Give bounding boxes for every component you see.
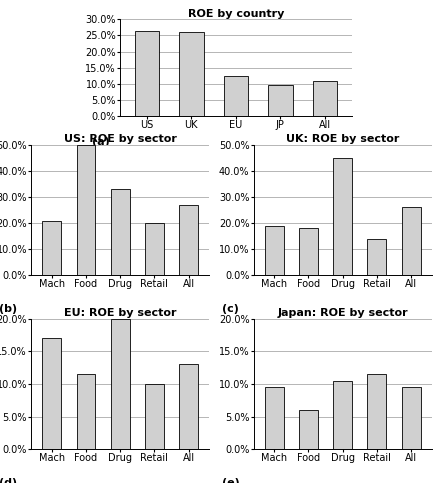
Bar (402, 387, 421, 449)
Bar (179, 364, 198, 449)
Text: (a): (a) (93, 137, 110, 147)
Title: UK: ROE by sector: UK: ROE by sector (286, 134, 399, 144)
Bar (299, 410, 318, 449)
Text: (c): (c) (222, 304, 239, 314)
Bar (268, 85, 293, 116)
Bar (135, 30, 159, 116)
Bar (77, 374, 95, 449)
Bar (145, 384, 164, 449)
Bar (333, 158, 352, 275)
Bar (77, 145, 95, 275)
Bar (179, 205, 198, 275)
Bar (333, 381, 352, 449)
Bar (42, 338, 61, 449)
Bar (111, 189, 129, 275)
Bar (224, 76, 248, 116)
Bar (42, 221, 61, 275)
Text: (b): (b) (0, 304, 17, 314)
Bar (265, 226, 283, 275)
Title: EU: ROE by sector: EU: ROE by sector (64, 308, 176, 318)
Bar (111, 319, 129, 449)
Text: (d): (d) (0, 478, 17, 483)
Bar (179, 32, 204, 116)
Bar (402, 208, 421, 275)
Title: Japan: ROE by sector: Japan: ROE by sector (277, 308, 408, 318)
Title: US: ROE by sector: US: ROE by sector (64, 134, 177, 144)
Bar (265, 387, 283, 449)
Bar (368, 374, 386, 449)
Bar (145, 223, 164, 275)
Text: (e): (e) (222, 478, 239, 483)
Bar (299, 228, 318, 275)
Bar (313, 81, 337, 116)
Title: ROE by country: ROE by country (188, 9, 284, 18)
Bar (368, 239, 386, 275)
